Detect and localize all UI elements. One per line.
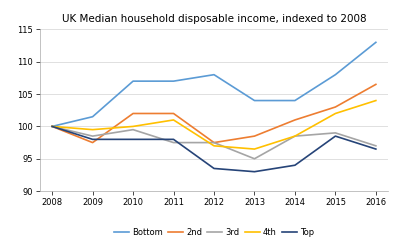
Legend: Bottom, 2nd, 3rd, 4th, Top: Bottom, 2nd, 3rd, 4th, Top	[110, 224, 318, 240]
4th	[292, 135, 297, 138]
Top	[50, 125, 54, 128]
Bottom	[252, 99, 257, 102]
4th	[212, 144, 216, 147]
3rd	[252, 157, 257, 160]
Line: Top: Top	[52, 126, 376, 172]
Bottom	[171, 80, 176, 83]
4th	[333, 112, 338, 115]
4th	[131, 125, 136, 128]
4th	[171, 119, 176, 122]
Bottom	[131, 80, 136, 83]
Top	[333, 135, 338, 138]
3rd	[50, 125, 54, 128]
Bottom	[374, 41, 378, 44]
3rd	[131, 128, 136, 131]
Top	[171, 138, 176, 141]
Top	[374, 147, 378, 150]
Top	[252, 170, 257, 173]
Bottom	[50, 125, 54, 128]
4th	[374, 99, 378, 102]
Line: 4th: 4th	[52, 100, 376, 149]
Top	[212, 167, 216, 170]
2nd	[212, 141, 216, 144]
3rd	[212, 141, 216, 144]
Bottom	[212, 73, 216, 76]
Top	[292, 164, 297, 167]
2nd	[292, 119, 297, 122]
Bottom	[90, 115, 95, 118]
4th	[252, 147, 257, 150]
Top	[90, 138, 95, 141]
3rd	[292, 135, 297, 138]
Bottom	[292, 99, 297, 102]
3rd	[171, 141, 176, 144]
3rd	[90, 135, 95, 138]
3rd	[333, 131, 338, 134]
Title: UK Median household disposable income, indexed to 2008: UK Median household disposable income, i…	[62, 14, 366, 24]
2nd	[171, 112, 176, 115]
2nd	[252, 135, 257, 138]
2nd	[90, 141, 95, 144]
Line: 2nd: 2nd	[52, 84, 376, 143]
4th	[50, 125, 54, 128]
Line: Bottom: Bottom	[52, 42, 376, 126]
Top	[131, 138, 136, 141]
2nd	[131, 112, 136, 115]
3rd	[374, 144, 378, 147]
2nd	[50, 125, 54, 128]
Line: 3rd: 3rd	[52, 126, 376, 159]
4th	[90, 128, 95, 131]
2nd	[333, 106, 338, 109]
2nd	[374, 83, 378, 86]
Bottom	[333, 73, 338, 76]
